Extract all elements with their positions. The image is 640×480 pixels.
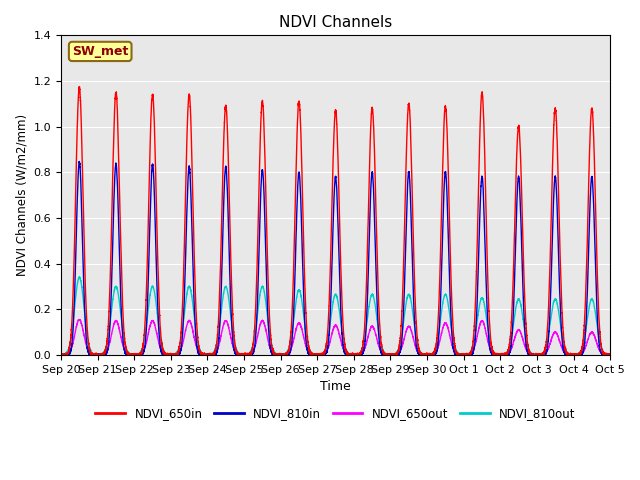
NDVI_650in xyxy=(604,352,612,358)
NDVI_650in xyxy=(175,348,182,354)
NDVI_650out xyxy=(412,343,419,349)
NDVI_810in xyxy=(175,351,182,357)
NDVI_650out xyxy=(606,352,614,358)
NDVI_810out xyxy=(76,274,83,280)
Legend: NDVI_650in, NDVI_810in, NDVI_650out, NDVI_810out: NDVI_650in, NDVI_810in, NDVI_650out, NDV… xyxy=(91,402,580,425)
NDVI_810in xyxy=(58,352,65,358)
NDVI_810in xyxy=(490,352,497,358)
NDVI_650in xyxy=(606,352,614,358)
NDVI_810in xyxy=(263,282,271,288)
Y-axis label: NDVI Channels (W/m2/mm): NDVI Channels (W/m2/mm) xyxy=(15,114,28,276)
Line: NDVI_810out: NDVI_810out xyxy=(61,277,610,355)
X-axis label: Time: Time xyxy=(320,380,351,393)
NDVI_650out xyxy=(263,331,271,336)
NDVI_810out xyxy=(58,352,65,358)
NDVI_650out xyxy=(490,351,497,357)
NDVI_650out xyxy=(76,317,83,323)
NDVI_810out xyxy=(57,352,65,358)
NDVI_650in xyxy=(263,227,271,233)
NDVI_650in xyxy=(412,304,419,310)
NDVI_810out xyxy=(412,329,419,335)
NDVI_650out xyxy=(169,352,177,358)
NDVI_810in xyxy=(76,158,83,164)
NDVI_810in xyxy=(412,334,419,339)
NDVI_810out xyxy=(604,352,612,358)
NDVI_650out xyxy=(175,350,182,356)
Title: NDVI Channels: NDVI Channels xyxy=(279,15,392,30)
Line: NDVI_810in: NDVI_810in xyxy=(61,161,610,355)
Text: SW_met: SW_met xyxy=(72,45,129,58)
NDVI_810in xyxy=(169,352,177,358)
NDVI_810in xyxy=(604,352,612,358)
NDVI_650in xyxy=(57,352,65,358)
NDVI_810out xyxy=(606,352,614,358)
Line: NDVI_650out: NDVI_650out xyxy=(61,320,610,355)
NDVI_650in xyxy=(490,350,497,356)
NDVI_810out xyxy=(175,346,182,352)
NDVI_650in xyxy=(76,84,83,89)
NDVI_810out xyxy=(490,349,497,355)
Line: NDVI_650in: NDVI_650in xyxy=(61,86,610,355)
NDVI_650out xyxy=(57,352,65,358)
NDVI_810in xyxy=(606,352,614,358)
NDVI_810out xyxy=(263,307,271,313)
NDVI_650in xyxy=(57,352,65,358)
NDVI_650out xyxy=(604,352,612,358)
NDVI_650in xyxy=(169,351,177,357)
NDVI_810out xyxy=(169,352,177,358)
NDVI_810in xyxy=(57,351,65,357)
